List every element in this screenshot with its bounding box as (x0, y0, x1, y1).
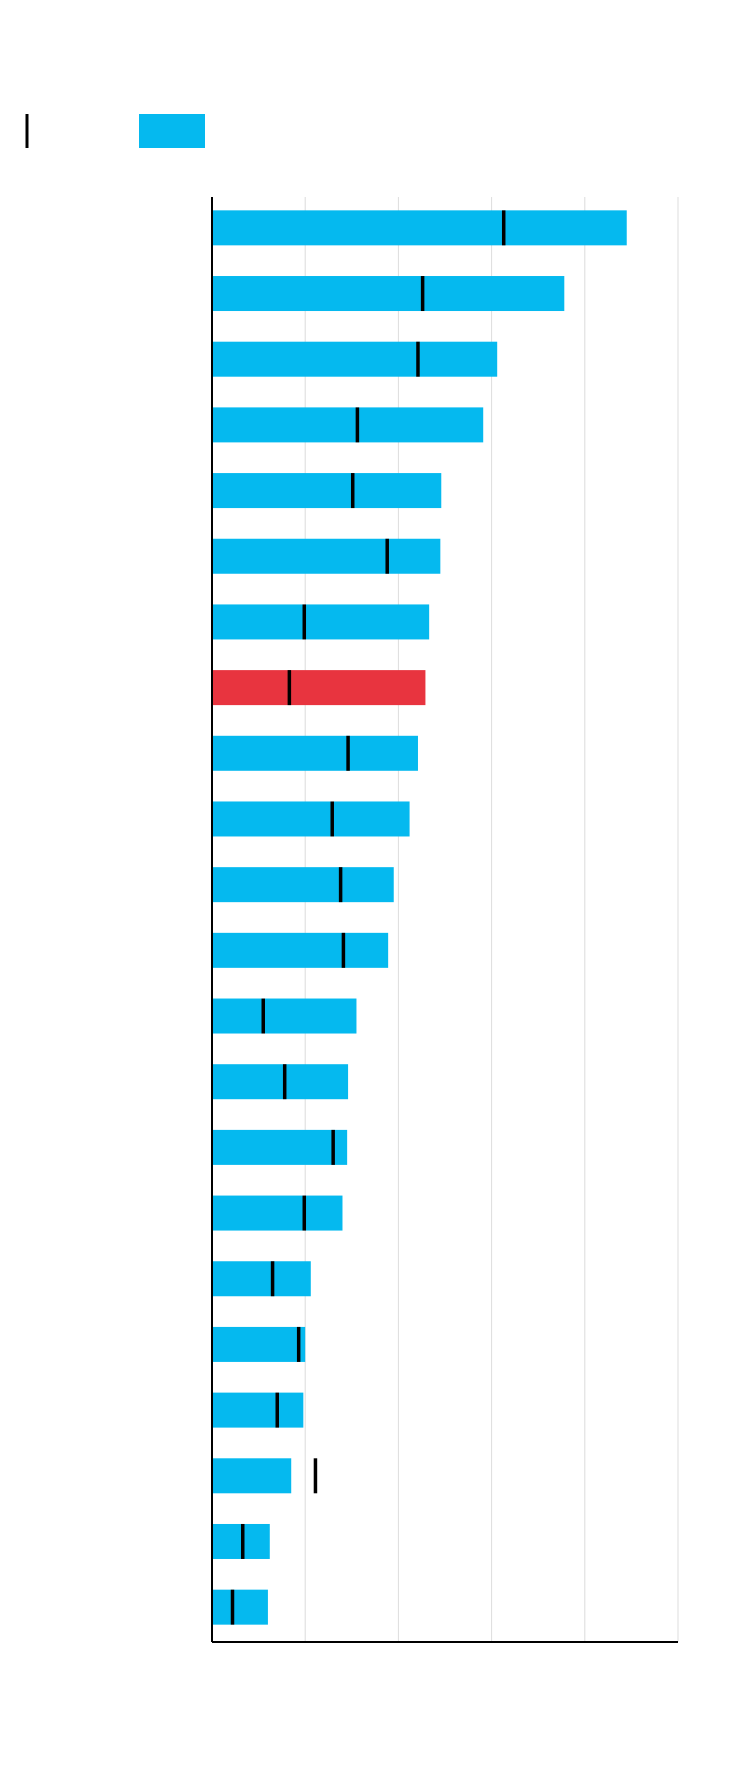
bar (212, 867, 394, 903)
bar (212, 1326, 306, 1362)
bar (212, 276, 565, 312)
bar (212, 473, 442, 509)
bar (212, 604, 430, 640)
bar (212, 1064, 349, 1100)
bar (212, 670, 426, 706)
bar (212, 538, 441, 574)
bar (212, 210, 627, 246)
bar (212, 1195, 343, 1231)
bar (212, 341, 498, 377)
legend-swatch (139, 114, 205, 148)
bar (212, 1523, 270, 1559)
bar (212, 932, 389, 968)
bar (212, 407, 484, 443)
bar (212, 1261, 311, 1297)
bar (212, 1458, 292, 1494)
bar (212, 998, 357, 1034)
bar (212, 1589, 268, 1625)
bar (212, 1129, 348, 1165)
bar (212, 801, 410, 837)
bar (212, 735, 418, 771)
bar (212, 1392, 304, 1428)
